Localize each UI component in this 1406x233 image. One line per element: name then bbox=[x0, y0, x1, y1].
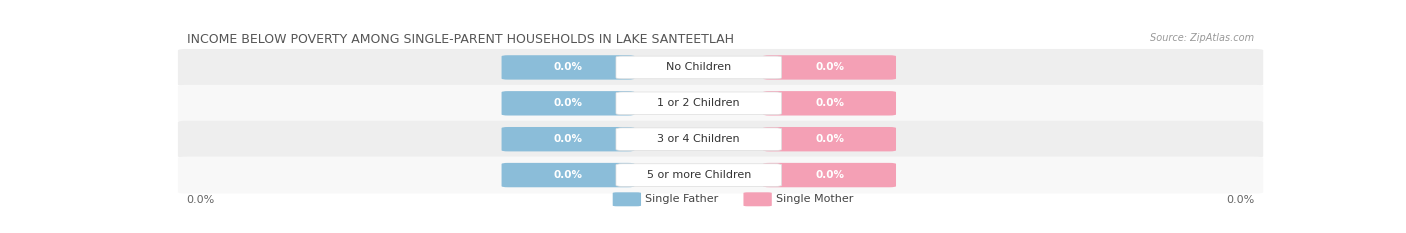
FancyBboxPatch shape bbox=[502, 91, 634, 116]
FancyBboxPatch shape bbox=[179, 49, 1263, 86]
Text: 5 or more Children: 5 or more Children bbox=[647, 170, 751, 180]
Text: Single Mother: Single Mother bbox=[776, 194, 853, 204]
FancyBboxPatch shape bbox=[616, 92, 782, 115]
FancyBboxPatch shape bbox=[616, 128, 782, 151]
Text: 0.0%: 0.0% bbox=[815, 170, 844, 180]
Text: 0.0%: 0.0% bbox=[815, 98, 844, 108]
Text: 0.0%: 0.0% bbox=[554, 170, 582, 180]
Text: 1 or 2 Children: 1 or 2 Children bbox=[658, 98, 740, 108]
Text: 0.0%: 0.0% bbox=[554, 62, 582, 72]
FancyBboxPatch shape bbox=[744, 192, 772, 206]
Text: Single Father: Single Father bbox=[645, 194, 718, 204]
Text: 3 or 4 Children: 3 or 4 Children bbox=[658, 134, 740, 144]
FancyBboxPatch shape bbox=[616, 56, 782, 79]
FancyBboxPatch shape bbox=[179, 121, 1263, 158]
Text: 0.0%: 0.0% bbox=[815, 62, 844, 72]
Text: Source: ZipAtlas.com: Source: ZipAtlas.com bbox=[1150, 33, 1254, 43]
FancyBboxPatch shape bbox=[613, 192, 641, 206]
Text: 0.0%: 0.0% bbox=[1226, 195, 1254, 205]
Text: INCOME BELOW POVERTY AMONG SINGLE-PARENT HOUSEHOLDS IN LAKE SANTEETLAH: INCOME BELOW POVERTY AMONG SINGLE-PARENT… bbox=[187, 33, 734, 46]
FancyBboxPatch shape bbox=[763, 163, 896, 187]
Text: 0.0%: 0.0% bbox=[815, 134, 844, 144]
FancyBboxPatch shape bbox=[502, 55, 634, 80]
FancyBboxPatch shape bbox=[502, 127, 634, 151]
FancyBboxPatch shape bbox=[763, 55, 896, 80]
Text: No Children: No Children bbox=[666, 62, 731, 72]
Text: 0.0%: 0.0% bbox=[554, 134, 582, 144]
FancyBboxPatch shape bbox=[616, 164, 782, 186]
FancyBboxPatch shape bbox=[179, 157, 1263, 194]
Text: 0.0%: 0.0% bbox=[187, 195, 215, 205]
FancyBboxPatch shape bbox=[763, 127, 896, 151]
FancyBboxPatch shape bbox=[179, 85, 1263, 122]
FancyBboxPatch shape bbox=[763, 91, 896, 116]
Text: 0.0%: 0.0% bbox=[554, 98, 582, 108]
FancyBboxPatch shape bbox=[502, 163, 634, 187]
